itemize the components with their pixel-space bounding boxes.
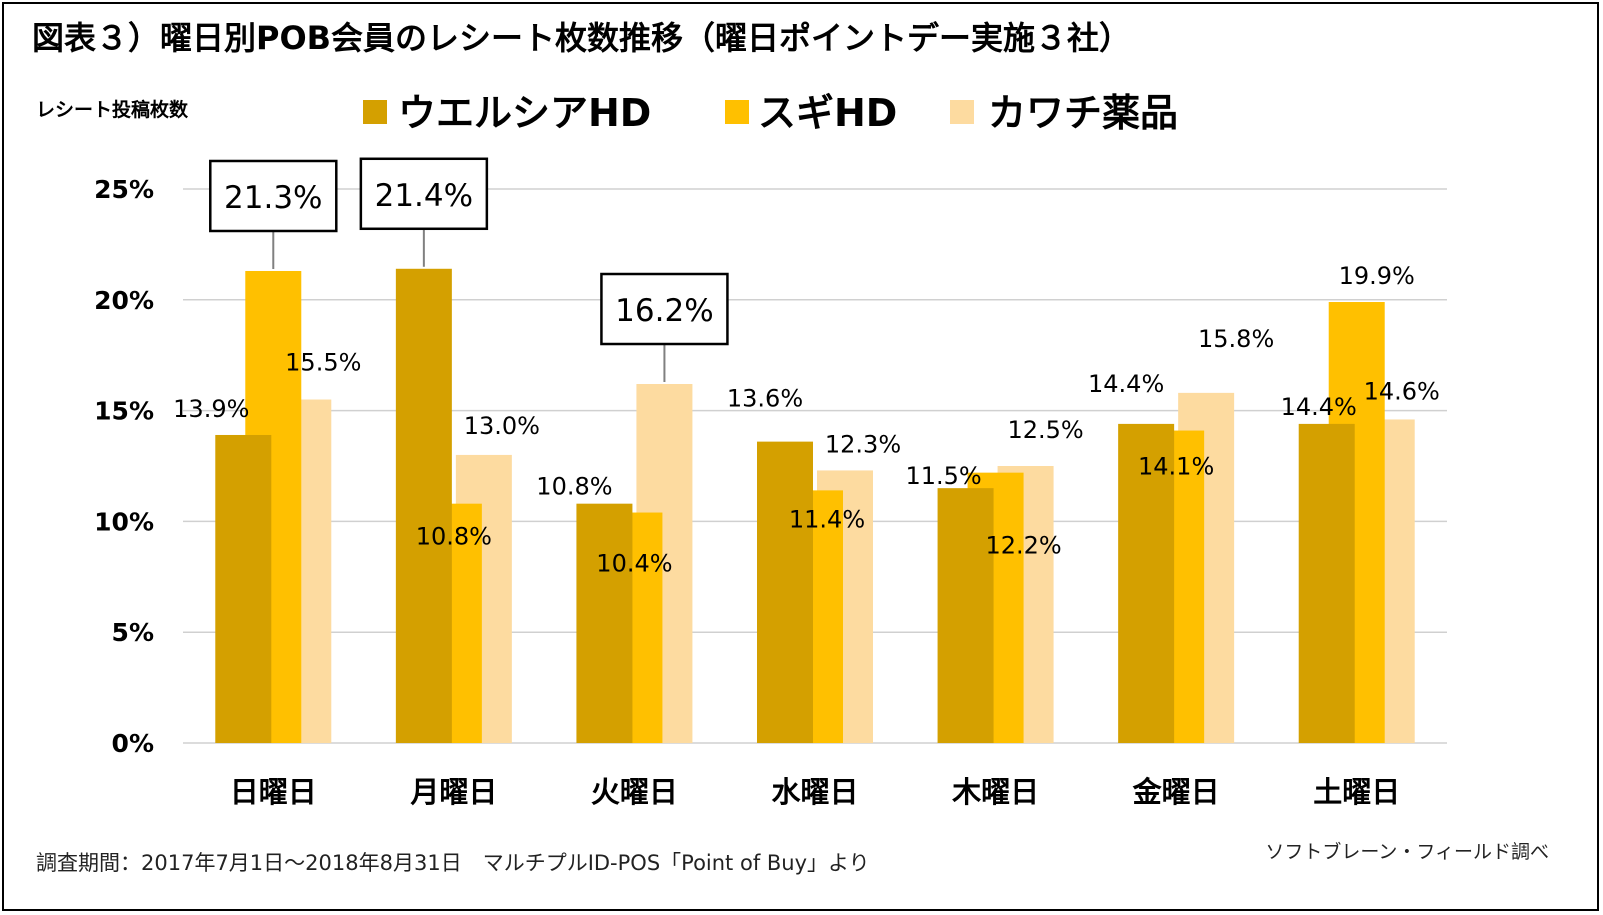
x-category-label: 土曜日 (1313, 775, 1400, 809)
y-tick-label: 10% (94, 507, 154, 536)
y-tick-label: 5% (112, 618, 154, 647)
data-label: 10.8% (536, 473, 612, 501)
bars (215, 268, 1415, 743)
data-label: 14.6% (1364, 377, 1440, 405)
y-axis-ticks: 0% 5% 10% 15% 20% 25% (94, 175, 154, 758)
data-label-highlight: 21.4% (375, 178, 473, 214)
y-tick-label: 15% (94, 397, 154, 426)
data-label: 15.5% (285, 349, 361, 377)
data-labels: 13.9% 21.4% 10.8% 13.6% 11.5% 14.4% 14.4% 21.3%… (173, 157, 1440, 578)
data-label: 15.8% (1198, 325, 1274, 353)
callout-box (359, 157, 489, 231)
x-category-label: 金曜日 (1132, 775, 1220, 809)
x-category-label: 日曜日 (230, 775, 317, 809)
chart-title: 図表３）曜日別POB会員のレシート枚数推移（曜日ポイントデー実施３社） (32, 19, 1131, 57)
legend-swatch-welcia (363, 100, 387, 124)
data-label: 13.0% (464, 412, 540, 440)
data-label: 12.2% (985, 532, 1061, 560)
bar-welcia (937, 488, 994, 743)
legend-swatch-kawachi (950, 100, 974, 124)
data-label: 14.4% (1088, 370, 1164, 398)
gridlines (183, 188, 1447, 744)
bar-welcia (576, 503, 633, 743)
x-category-label: 木曜日 (951, 775, 1039, 809)
data-label-highlight: 21.3% (224, 180, 322, 216)
data-label: 12.3% (825, 430, 901, 458)
credit: ソフトブレーン・フィールド調べ (1265, 840, 1549, 863)
bar-welcia (757, 441, 813, 743)
data-label: 14.4% (1281, 393, 1357, 421)
x-category-label: 火曜日 (591, 775, 678, 809)
footnote: 調査期間：2017年7月1日～2018年8月31日 マルチプルID-POS「Po… (36, 851, 870, 875)
bar-welcia (395, 268, 452, 743)
callout-box (209, 159, 338, 233)
y-tick-label: 20% (94, 286, 154, 315)
data-label: 11.5% (905, 462, 981, 490)
data-label: 13.9% (173, 395, 249, 423)
data-label: 14.1% (1138, 453, 1214, 481)
bar-welcia (1298, 423, 1355, 743)
data-label-highlight: 16.2% (615, 293, 713, 329)
data-label: 12.5% (1007, 416, 1083, 444)
x-category-label: 月曜日 (409, 775, 497, 809)
data-label: 10.8% (416, 523, 492, 551)
callout-box (600, 272, 729, 346)
y-tick-label: 25% (94, 175, 154, 204)
data-label: 13.6% (727, 385, 803, 413)
legend-swatch-sugi (725, 100, 749, 124)
x-axis-categories: 日曜日 月曜日 火曜日 水曜日 木曜日 金曜日 土曜日 (230, 775, 1400, 809)
legend: ウエルシアHD スギHD カワチ薬品 (363, 91, 1178, 135)
legend-label-welcia: ウエルシアHD (398, 91, 651, 135)
data-label: 10.4% (596, 550, 672, 578)
bar-welcia (215, 434, 272, 743)
x-category-label: 水曜日 (771, 775, 858, 809)
bar-welcia (1118, 423, 1175, 743)
legend-label-kawachi: カワチ薬品 (988, 91, 1178, 135)
y-tick-label: 0% (112, 729, 154, 758)
y-axis-label: レシート投稿枚数 (36, 98, 189, 121)
data-label: 11.4% (789, 505, 865, 533)
data-label: 19.9% (1339, 262, 1415, 290)
legend-label-sugi: スギHD (758, 91, 897, 135)
